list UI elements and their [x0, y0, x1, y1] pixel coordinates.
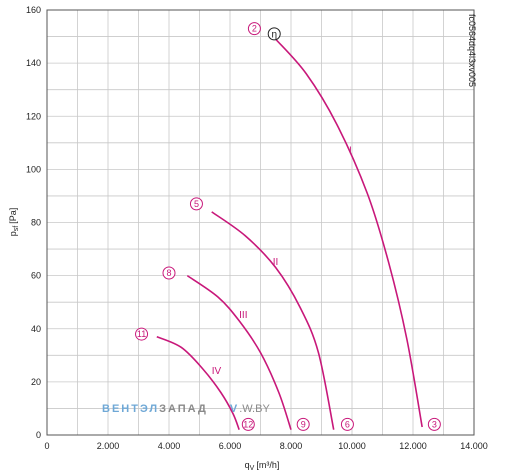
point-marker-circle — [135, 327, 149, 341]
x-tick-label: 14.000 — [460, 441, 488, 451]
point-marker: 6 — [340, 417, 354, 431]
x-tick-label: 4.000 — [158, 441, 181, 451]
x-tick-label: 8.000 — [280, 441, 303, 451]
watermark: ВЕНТЭЛЗАПАД V.W.BY — [102, 403, 270, 415]
y-axis-label: psf[Pa] — [8, 208, 20, 236]
point-marker: 12 — [241, 417, 255, 431]
y-tick-label: 80 — [31, 218, 41, 228]
point-markers: 2 5 8 11 12 9 6 3 η — [135, 22, 441, 431]
series-label-iii: III — [239, 310, 247, 321]
series-line-i — [275, 38, 423, 428]
point-marker-label: 9 — [301, 419, 306, 429]
y-tick-label: 120 — [26, 111, 41, 121]
point-marker-circle — [296, 417, 310, 431]
series-line-iii — [186, 274, 292, 430]
series-line-iv — [156, 335, 240, 430]
y-tick-label: 100 — [26, 164, 41, 174]
y-tick-label: 60 — [31, 271, 41, 281]
point-marker-circle — [247, 22, 261, 36]
point-marker-circle — [427, 417, 441, 431]
figure-code: fc0564dq4i3xv005 — [467, 14, 477, 87]
point-marker: 3 — [427, 417, 441, 431]
x-tick-label: 2.000 — [97, 441, 120, 451]
point-marker: 9 — [296, 417, 310, 431]
plot-frame — [46, 9, 475, 436]
y-tick-label: 160 — [26, 5, 41, 15]
point-marker-label: 3 — [432, 419, 437, 429]
x-tick-label: 12.000 — [399, 441, 427, 451]
point-marker-label: 5 — [194, 199, 199, 209]
efficiency-marker: η — [267, 27, 281, 41]
point-marker-label: 12 — [243, 419, 253, 429]
point-marker-circle — [241, 417, 255, 431]
point-marker-circle — [162, 266, 176, 280]
point-marker: 8 — [162, 266, 176, 280]
point-marker: 5 — [189, 197, 203, 211]
grid — [47, 10, 474, 435]
point-marker-circle — [340, 417, 354, 431]
y-tick-label: 40 — [31, 324, 41, 334]
x-tick-label: 10.000 — [338, 441, 366, 451]
series-label-iv: IV — [212, 366, 222, 377]
x-tick-label: 0 — [44, 441, 49, 451]
efficiency-marker-label: η — [271, 29, 277, 40]
point-marker-label: 11 — [137, 329, 146, 339]
efficiency-marker-circle — [267, 27, 281, 41]
point-marker-label: 2 — [252, 24, 257, 34]
y-tick-labels: 0 20 40 60 80 100 120 140 160 — [26, 5, 41, 440]
point-marker-label: 6 — [345, 419, 350, 429]
series-line-ii — [211, 211, 335, 430]
point-marker: 2 — [247, 22, 261, 36]
y-tick-label: 140 — [26, 58, 41, 68]
point-marker-circle — [189, 197, 203, 211]
x-tick-label: 6.000 — [219, 441, 242, 451]
series-label-ii: II — [273, 257, 279, 268]
series-label-i: I — [349, 145, 352, 156]
point-marker-label: 8 — [166, 268, 171, 278]
point-marker: 11 — [135, 327, 149, 341]
x-axis-label: qV [m³/h] — [245, 460, 280, 472]
y-tick-label: 20 — [31, 377, 41, 387]
y-tick-label: 0 — [36, 430, 41, 440]
x-tick-labels: 0 2.000 4.000 6.000 8.000 10.000 12.000 14.000 — [44, 441, 487, 451]
